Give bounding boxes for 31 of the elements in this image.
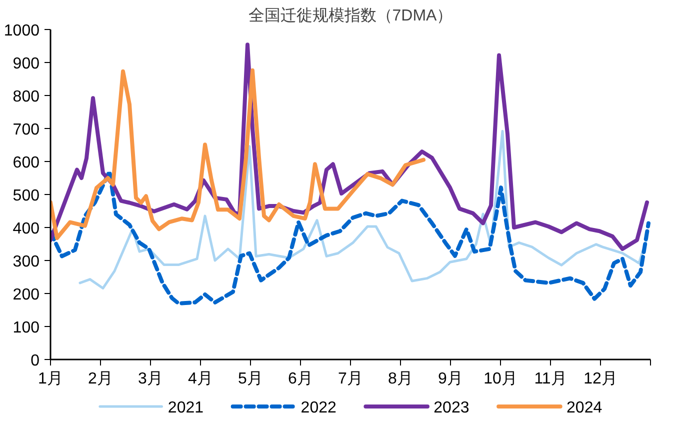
x-tick-label: 10月 (484, 370, 518, 388)
y-tick-label: 800 (12, 88, 40, 106)
legend-label: 2022 (300, 400, 336, 416)
x-tick-label: 6月 (288, 370, 313, 388)
x-tick-label: 9月 (438, 370, 463, 388)
line-series (78, 130, 648, 290)
legend-label: 2021 (168, 400, 204, 416)
x-tick-label: 12月 (584, 370, 618, 388)
x-tick-label: 7月 (338, 370, 363, 388)
y-tick-label: 600 (12, 154, 40, 172)
y-tick-label: 1000 (4, 22, 40, 40)
y-tick-label: 700 (12, 122, 40, 138)
y-tick-label: 500 (12, 188, 40, 204)
x-tick-label: 2月 (88, 370, 113, 388)
line-series (50, 169, 650, 306)
y-tick-label: 0 (30, 352, 40, 370)
x-tick-label: 11月 (534, 370, 567, 388)
x-tick-label: 5月 (238, 370, 263, 388)
y-tick-label: 300 (12, 254, 40, 270)
x-tick-label: 8月 (388, 370, 413, 388)
x-tick-label: 4月 (188, 370, 213, 388)
chart-title: 全国迁徙规模指数（7DMA） (248, 6, 453, 24)
legend-label: 2024 (566, 400, 602, 416)
line-series (50, 68, 426, 240)
x-tick-label: 1月 (38, 370, 63, 388)
y-tick-label: 200 (12, 286, 40, 304)
y-tick-label: 900 (12, 56, 40, 72)
y-tick-label: 400 (12, 220, 40, 238)
y-tick-label: 100 (12, 320, 40, 336)
legend-label: 2023 (434, 400, 470, 416)
x-tick-label: 3月 (138, 370, 163, 388)
